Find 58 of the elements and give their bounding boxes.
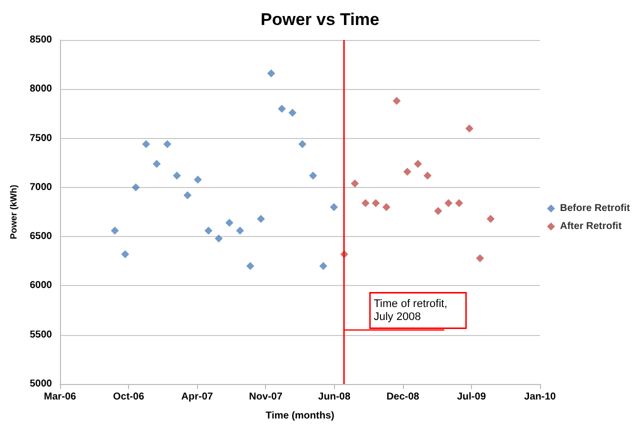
x-tick-label: Dec-08 [386, 392, 420, 402]
point [465, 124, 474, 132]
point [330, 203, 338, 212]
point [486, 214, 495, 223]
y-tick-label: 7000 [30, 182, 52, 193]
point [455, 199, 464, 208]
y-tick-label: 6000 [30, 280, 52, 292]
point [194, 176, 202, 184]
point [288, 108, 296, 117]
point [214, 234, 223, 243]
point [225, 218, 234, 227]
y-tick-label: 5500 [30, 329, 52, 340]
point [267, 69, 276, 78]
point [163, 140, 172, 148]
point [424, 172, 432, 180]
point [256, 214, 265, 223]
point [361, 199, 370, 208]
chart-title: Power vs Time [260, 10, 380, 29]
point [121, 250, 130, 258]
y-tick-label: 6500 [30, 231, 52, 242]
point [444, 199, 452, 208]
ref-line-label: Time of retrofit, July 2008 [374, 298, 448, 323]
point [246, 262, 254, 270]
point [434, 207, 442, 216]
x-tick-label: Apr-07 [181, 392, 214, 402]
y-tick-label: 5000 [30, 378, 52, 390]
point [172, 172, 181, 180]
x-tick-label: Jun-08 [318, 392, 351, 402]
point [184, 191, 192, 200]
point [372, 199, 380, 208]
x-tick-label: Nov-07 [249, 392, 283, 402]
x-tick-label: Mar-06 [44, 392, 77, 402]
y-axis-title: Power (kWh) [8, 184, 18, 240]
point [236, 226, 244, 235]
point [476, 254, 484, 262]
y-tick-label: 8000 [30, 84, 52, 95]
x-axis-title: Time (months) [266, 410, 334, 422]
point [392, 96, 401, 105]
y-tick-label: 7500 [30, 132, 52, 144]
point [152, 160, 161, 168]
point [298, 140, 306, 148]
point [414, 160, 422, 168]
legend-label: After Retrofit [560, 221, 622, 232]
point [350, 179, 359, 188]
x-tick-label: Oct-06 [113, 392, 145, 402]
point [278, 104, 286, 113]
legend-label: Before Retrofit [560, 203, 631, 214]
point [403, 168, 412, 176]
point [132, 183, 140, 192]
x-tick-label: Jan-10 [524, 392, 556, 402]
point [142, 140, 150, 148]
y-tick-label: 8500 [30, 34, 52, 46]
point [110, 226, 119, 235]
point [319, 262, 328, 270]
point [382, 203, 390, 212]
point [204, 226, 212, 235]
x-tick-label: Jul-09 [456, 392, 486, 402]
point [309, 172, 318, 180]
